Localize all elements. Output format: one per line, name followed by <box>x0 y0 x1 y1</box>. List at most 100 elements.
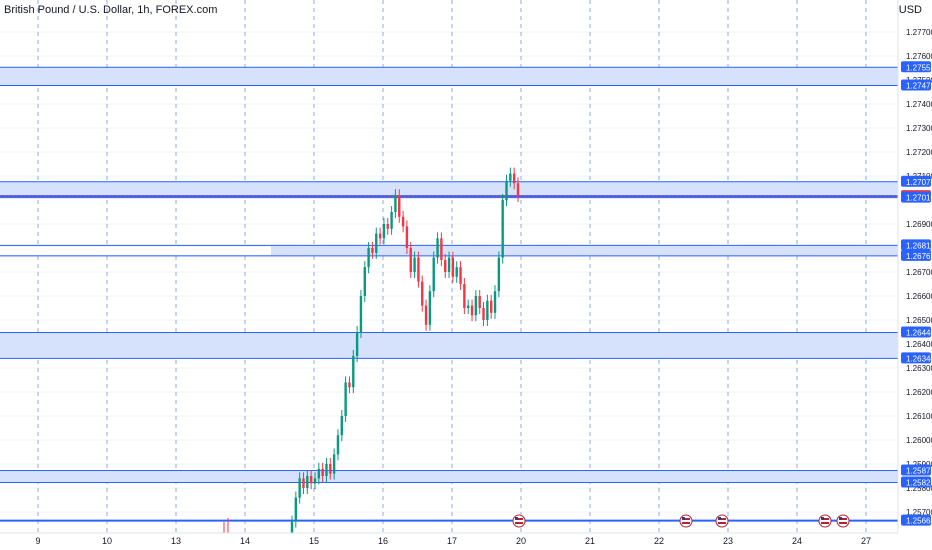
candle-body <box>336 435 340 455</box>
candle-body <box>432 257 435 292</box>
candle-body <box>382 224 386 239</box>
candle-body <box>489 300 493 313</box>
candle-body <box>390 212 393 229</box>
price-tick-label: 1.25700 <box>906 508 932 517</box>
candle-body <box>509 173 512 181</box>
candle-body <box>317 468 321 479</box>
level-price-label: 1.26448 <box>906 328 932 337</box>
time-axis[interactable]: 9 10 13 14 15 16 17 20 21 22 23 24 27 <box>0 532 898 550</box>
candle-body <box>478 296 481 308</box>
candle-body <box>482 308 485 320</box>
time-tick-label: 23 <box>723 536 733 546</box>
us-flag-icon[interactable] <box>715 514 729 528</box>
level-price-badge <box>901 79 931 91</box>
us-flag-icon[interactable] <box>512 514 526 528</box>
candle-body <box>386 224 389 229</box>
candle-body <box>451 257 455 277</box>
zones <box>0 66 898 522</box>
candle-body <box>344 382 347 416</box>
candle-body <box>294 497 298 522</box>
zone-rect[interactable] <box>0 470 898 483</box>
time-tick-label: 22 <box>654 536 664 546</box>
level-price-badge <box>901 514 931 526</box>
zone-rect[interactable] <box>0 332 898 359</box>
candle-body <box>505 180 508 200</box>
price-tick-label: 1.25800 <box>906 484 932 493</box>
candle-body <box>352 356 355 388</box>
time-tick-label: 10 <box>102 536 112 546</box>
candle-body <box>363 267 366 296</box>
candle-body <box>405 226 409 248</box>
candle-body <box>463 284 466 308</box>
candle-body <box>467 305 470 308</box>
level-price-label: 1.26811 <box>906 241 932 250</box>
candle-body <box>359 296 363 332</box>
time-tick-label: 17 <box>447 536 457 546</box>
candle-body <box>325 464 328 476</box>
candle-body <box>516 183 520 197</box>
level-price-badge <box>901 464 931 476</box>
level-price-badge <box>901 61 931 73</box>
us-flag-icon[interactable] <box>836 514 850 528</box>
candle-body <box>378 233 382 239</box>
price-tick-label: 1.26500 <box>906 316 932 325</box>
candle-body <box>401 216 405 227</box>
time-tick-label: 24 <box>792 536 802 546</box>
candle-body <box>428 291 432 325</box>
price-tick-label: 1.26300 <box>906 364 932 373</box>
level-price-label: 1.25823 <box>906 478 932 487</box>
level-price-badge <box>901 239 931 251</box>
candle-body <box>440 238 443 260</box>
candle-body <box>398 195 401 217</box>
price-tick-label: 1.26100 <box>906 412 932 421</box>
zone-rect[interactable] <box>0 245 898 256</box>
candle-body <box>298 478 301 498</box>
level-price-badge <box>901 352 931 364</box>
level-price-badge <box>901 326 931 338</box>
candle-body <box>371 248 374 253</box>
time-tick-label: 9 <box>35 536 40 546</box>
zone-gap <box>0 246 271 255</box>
time-tick-label: 16 <box>378 536 388 546</box>
candle-body <box>302 478 305 488</box>
price-tick-label: 1.26900 <box>906 220 932 229</box>
zone-rect[interactable] <box>0 181 898 198</box>
level-price-label: 1.26767 <box>906 252 932 261</box>
level-price-label: 1.27010 <box>906 194 932 203</box>
price-tick-label: 1.26200 <box>906 388 932 397</box>
candle-body <box>409 248 412 272</box>
price-tick-label: 1.27400 <box>906 100 932 109</box>
candle-body <box>394 195 397 212</box>
price-axis[interactable]: 1.277001.276001.275001.274001.273001.272… <box>897 0 932 550</box>
candle-body <box>417 257 420 282</box>
time-tick-label: 13 <box>171 536 181 546</box>
zone-rect[interactable] <box>0 67 898 86</box>
time-tick-label: 15 <box>309 536 319 546</box>
candle-body <box>306 476 309 488</box>
time-tick-label: 20 <box>516 536 526 546</box>
candle-body <box>355 332 359 356</box>
price-tick-label: 1.27200 <box>906 148 932 157</box>
us-flag-icon[interactable] <box>818 514 832 528</box>
candle-body <box>413 257 416 272</box>
candle-body <box>424 305 428 325</box>
price-tick-label: 1.27600 <box>906 52 932 61</box>
symbol-title: British Pound / U.S. Dollar, 1h, FOREX.c… <box>4 4 218 16</box>
price-tick-label: 1.27300 <box>906 124 932 133</box>
level-price-badge <box>901 249 931 261</box>
candle-body <box>501 200 504 258</box>
candle-body <box>340 416 343 436</box>
candle-body <box>497 257 501 292</box>
price-tick-label: 1.26600 <box>906 292 932 301</box>
candle-body <box>444 260 447 272</box>
candle-body <box>459 267 462 284</box>
currency-label: USD <box>898 4 922 16</box>
candle-body <box>309 476 313 484</box>
us-flag-icon[interactable] <box>679 514 693 528</box>
level-price-badge <box>901 175 931 187</box>
candle-body <box>421 281 424 306</box>
candle-body <box>321 468 324 476</box>
price-tick-label: 1.26700 <box>906 268 932 277</box>
level-price-label: 1.27076 <box>906 178 932 187</box>
